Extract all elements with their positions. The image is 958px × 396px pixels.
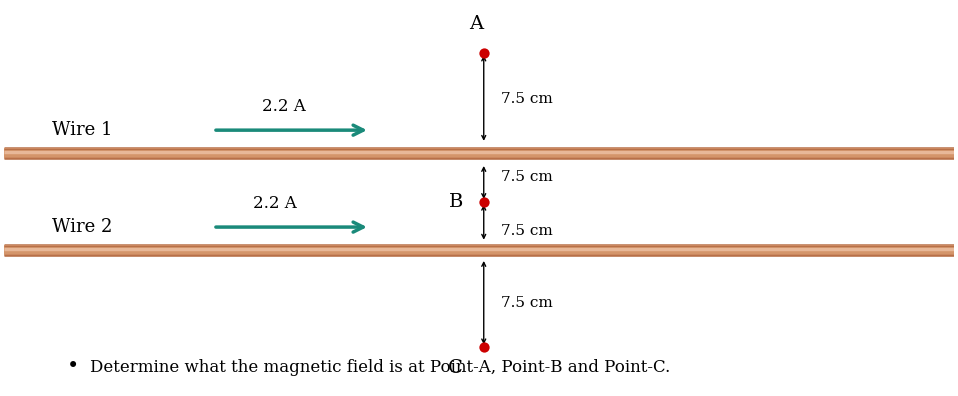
Text: Wire 1: Wire 1 — [52, 121, 112, 139]
Text: A: A — [469, 15, 483, 33]
Text: B: B — [448, 193, 463, 211]
Text: 7.5 cm: 7.5 cm — [501, 92, 553, 106]
Text: 7.5 cm: 7.5 cm — [501, 224, 553, 238]
Text: C: C — [448, 359, 463, 377]
Point — [476, 344, 491, 350]
Text: •: • — [66, 356, 79, 376]
Text: Wire 2: Wire 2 — [52, 218, 112, 236]
Text: 7.5 cm: 7.5 cm — [501, 296, 553, 310]
Point — [476, 199, 491, 205]
Text: 7.5 cm: 7.5 cm — [501, 169, 553, 184]
Text: Determine what the magnetic field is at Point-A, Point-B and Point-C.: Determine what the magnetic field is at … — [90, 359, 670, 376]
Point — [476, 50, 491, 56]
Text: 2.2 A: 2.2 A — [262, 98, 307, 115]
Text: 2.2 A: 2.2 A — [253, 194, 297, 211]
